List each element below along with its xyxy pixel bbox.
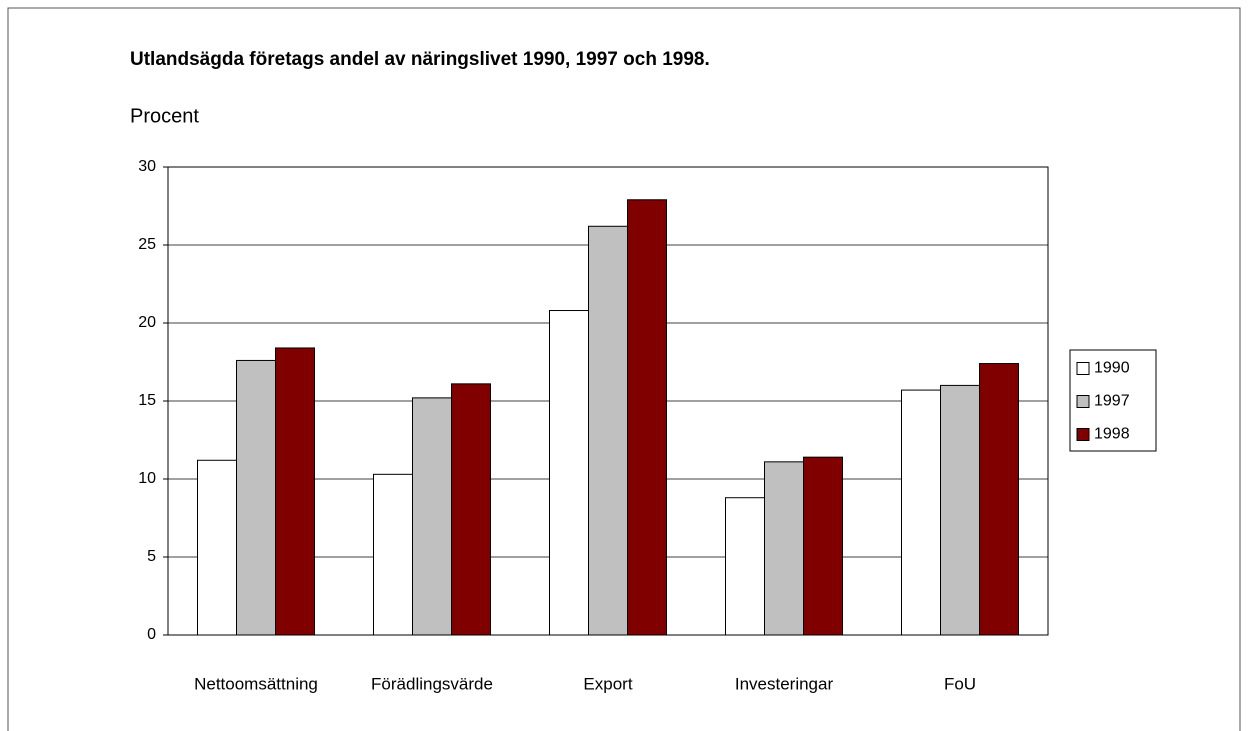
- bar: [412, 397, 452, 636]
- y-tick-label: 15: [138, 392, 156, 409]
- bar: [725, 497, 765, 636]
- y-tick-label: 0: [147, 626, 156, 643]
- bar: [549, 310, 589, 636]
- y-tick-label: 5: [147, 548, 156, 565]
- legend-label: 1997: [1094, 393, 1130, 410]
- legend-label: 1990: [1094, 360, 1130, 377]
- y-axis-label: Procent: [130, 105, 199, 127]
- y-tick-label: 20: [138, 314, 156, 331]
- bar: [236, 359, 276, 636]
- legend-swatch: [1076, 428, 1090, 441]
- bar: [627, 199, 667, 636]
- y-tick-label: 30: [138, 158, 156, 175]
- bar: [764, 461, 804, 636]
- x-tick-label: Investeringar: [735, 674, 834, 693]
- bar: [901, 389, 941, 636]
- x-tick-label: Nettoomsättning: [194, 674, 318, 693]
- bar: [979, 363, 1019, 636]
- bar: [588, 225, 628, 636]
- frame: [7, 7, 1241, 731]
- chart-title: Utlandsägda företags andel av näringsliv…: [130, 49, 710, 70]
- bar: [451, 383, 491, 636]
- legend-label: 1998: [1094, 426, 1130, 443]
- legend-swatch: [1076, 395, 1090, 408]
- legend-swatch: [1076, 362, 1090, 375]
- x-tick-label: Export: [583, 674, 632, 693]
- y-tick-label: 10: [138, 470, 156, 487]
- x-tick-label: Förädlingsvärde: [371, 674, 493, 693]
- y-tick-label: 25: [138, 236, 156, 253]
- bar: [803, 456, 843, 636]
- bar: [373, 473, 413, 636]
- bar: [940, 384, 980, 636]
- x-tick-label: FoU: [944, 674, 976, 693]
- bar: [275, 347, 315, 636]
- bar: [197, 459, 237, 636]
